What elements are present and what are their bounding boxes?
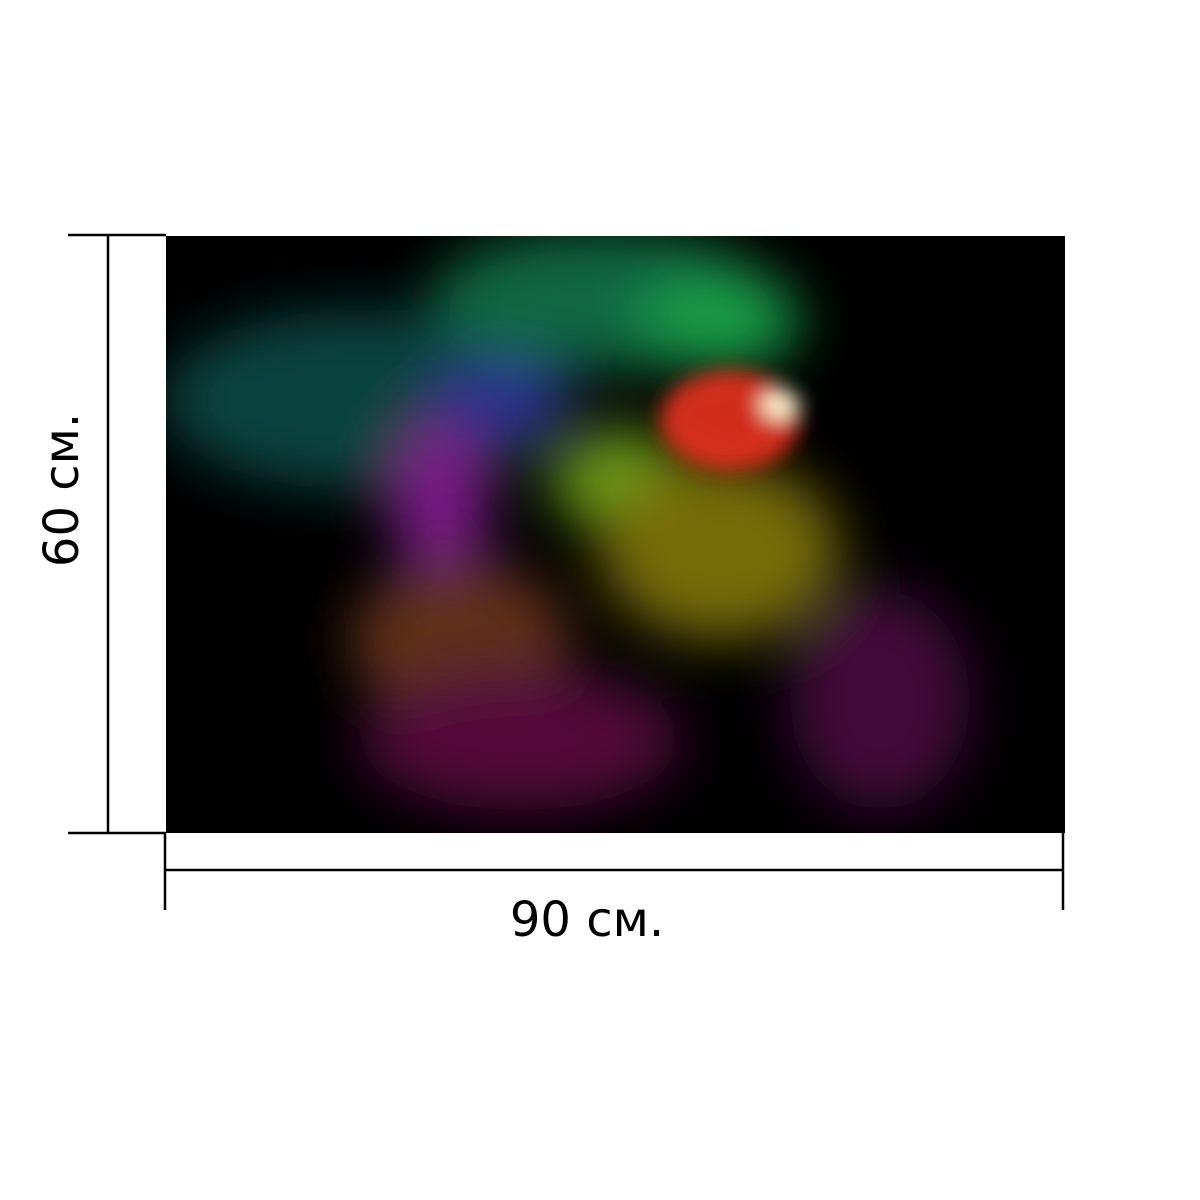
width-label: 90 см. [510,892,664,948]
dimension-lines [68,233,1065,910]
height-label: 60 см. [34,413,90,567]
fractal-artwork [166,236,1065,833]
